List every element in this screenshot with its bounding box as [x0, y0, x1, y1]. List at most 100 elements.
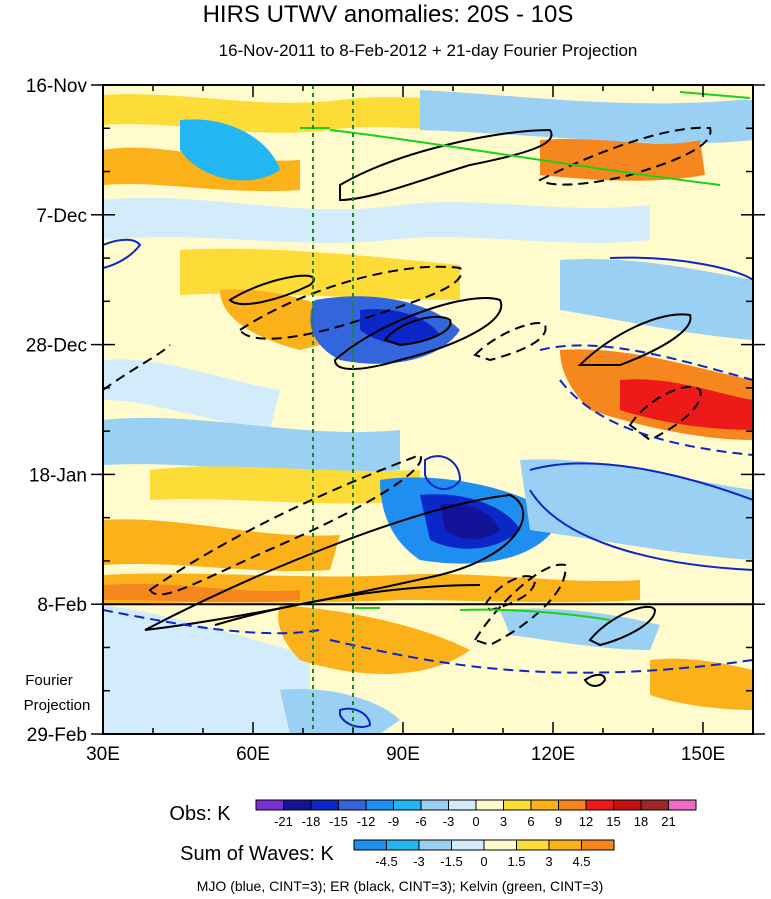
mjo-contour — [103, 238, 142, 269]
mjo-contour — [609, 256, 753, 281]
waves-colorbar: -4.5 -3 -1.5 0 1.5 3 4.5 — [353, 839, 615, 869]
er-contour — [538, 126, 712, 186]
colorbar-tick-label: 6 — [527, 814, 534, 829]
colorbar-swatch — [581, 839, 615, 851]
er-contour — [228, 274, 315, 306]
mjo-contour — [539, 344, 753, 381]
er-contour — [339, 128, 553, 202]
colorbar-swatch — [558, 799, 587, 811]
er-contour — [103, 344, 171, 391]
colorbar-tick-label: 21 — [661, 814, 675, 829]
obs-colorbar: -21 -18 -15 -12 -9 -6 -3 0 3 6 9 12 15 18 21 — [255, 799, 697, 829]
colorbar-tick-label: 4.5 — [572, 854, 590, 869]
chart-subtitle: 16-Nov-2011 to 8-Feb-2012 + 21-day Fouri… — [219, 41, 638, 60]
mjo-contour — [529, 489, 753, 571]
chart-title: HIRS UTWV anomalies: 20S - 10S — [203, 1, 574, 28]
y-tick-label: 28-Dec — [26, 336, 87, 357]
colorbar-tick-label: -18 — [302, 814, 321, 829]
colorbar-swatch — [475, 799, 504, 811]
mjo-contour — [424, 455, 462, 490]
y-tick-label: 29-Feb — [27, 725, 87, 746]
wave-contours — [103, 91, 753, 728]
mjo-contour — [529, 462, 753, 501]
legend-note: MJO (blue, CINT=3); ER (black, CINT=3); … — [197, 878, 604, 894]
colorbar-swatch — [483, 839, 517, 851]
er-contour — [333, 297, 503, 370]
er-contour — [148, 453, 422, 596]
colorbar-swatch — [418, 839, 452, 851]
anomaly-field — [103, 85, 753, 734]
projection-label-line1: Fourier — [25, 672, 73, 689]
colorbar-tick-label: 12 — [579, 814, 593, 829]
mjo-contour — [103, 609, 321, 635]
colorbar-swatch — [338, 799, 367, 811]
colorbar-tick-label: 0 — [480, 854, 487, 869]
waves-colorbar-label: Sum of Waves: K — [180, 843, 334, 865]
kelvin-contour — [459, 608, 611, 621]
mjo-contour — [329, 639, 753, 674]
colorbar-swatch — [310, 799, 339, 811]
colorbar-tick-label: 1.5 — [507, 854, 525, 869]
x-tick-label: 120E — [531, 744, 575, 765]
colorbar-swatch — [365, 799, 394, 811]
er-contour — [483, 575, 537, 612]
kelvin-contour — [329, 129, 721, 186]
colorbar-tick-label: -12 — [357, 814, 376, 829]
x-tick-label: 90E — [386, 744, 420, 765]
colorbar-swatch — [640, 799, 669, 811]
colorbar-tick-label: -6 — [415, 814, 427, 829]
er-contour — [577, 313, 692, 366]
x-axis: 30E 60E 90E 120E 150E — [86, 85, 754, 765]
y-tick-label: 7-Dec — [36, 206, 87, 227]
colorbar-swatch — [420, 799, 449, 811]
colorbar-swatch — [668, 799, 697, 811]
colorbar-tick-label: 18 — [634, 814, 648, 829]
colorbar-tick-label: -15 — [329, 814, 348, 829]
colorbar-swatch — [503, 799, 532, 811]
x-tick-label: 150E — [681, 744, 725, 765]
mjo-contour — [559, 379, 753, 456]
plot-frame — [102, 84, 754, 735]
colorbar-swatch — [255, 799, 284, 811]
colorbar-swatch — [451, 839, 485, 851]
colorbar-tick-label: -3 — [443, 814, 455, 829]
er-contour — [214, 584, 481, 626]
colorbar-tick-label: -3 — [413, 854, 425, 869]
er-contour — [628, 385, 702, 442]
colorbar-tick-label: 3 — [545, 854, 552, 869]
colorbar-swatch — [585, 799, 614, 811]
colorbar-tick-label: -9 — [388, 814, 400, 829]
er-contour — [383, 315, 452, 347]
colorbar-swatch — [530, 799, 559, 811]
obs-colorbar-label: Obs: K — [169, 803, 231, 825]
kelvin-contour — [679, 91, 751, 99]
er-contour — [588, 605, 657, 647]
y-tick-label: 18-Jan — [29, 465, 87, 486]
colorbar-swatch — [353, 839, 387, 851]
colorbar-tick-label: 9 — [555, 814, 562, 829]
projection-label-line2: Projection — [24, 697, 91, 714]
colorbar-tick-label: 0 — [472, 814, 479, 829]
colorbar-swatch — [448, 799, 477, 811]
er-contour — [473, 563, 567, 647]
colorbar-swatch — [548, 839, 582, 851]
colorbar-tick-label: -21 — [274, 814, 293, 829]
x-tick-label: 60E — [236, 744, 270, 765]
colorbar-swatch — [516, 839, 550, 851]
colorbar-swatch — [386, 839, 420, 851]
colorbar-tick-label: 15 — [606, 814, 620, 829]
colorbar-swatch — [613, 799, 642, 811]
y-tick-label: 8-Feb — [37, 595, 87, 616]
colorbar-tick-label: -1.5 — [440, 854, 462, 869]
x-tick-label: 30E — [86, 744, 120, 765]
y-axis: 16-Nov 7-Dec 28-Dec 18-Jan 8-Feb 29-Feb — [26, 76, 765, 746]
y-tick-label: 16-Nov — [26, 76, 88, 97]
colorbar-swatch — [283, 799, 312, 811]
er-contour — [473, 322, 547, 362]
er-contour — [583, 673, 607, 687]
colorbar-tick-label: 3 — [500, 814, 507, 829]
colorbar-tick-label: -4.5 — [375, 854, 397, 869]
er-contour — [238, 265, 463, 340]
colorbar-swatch — [393, 799, 422, 811]
